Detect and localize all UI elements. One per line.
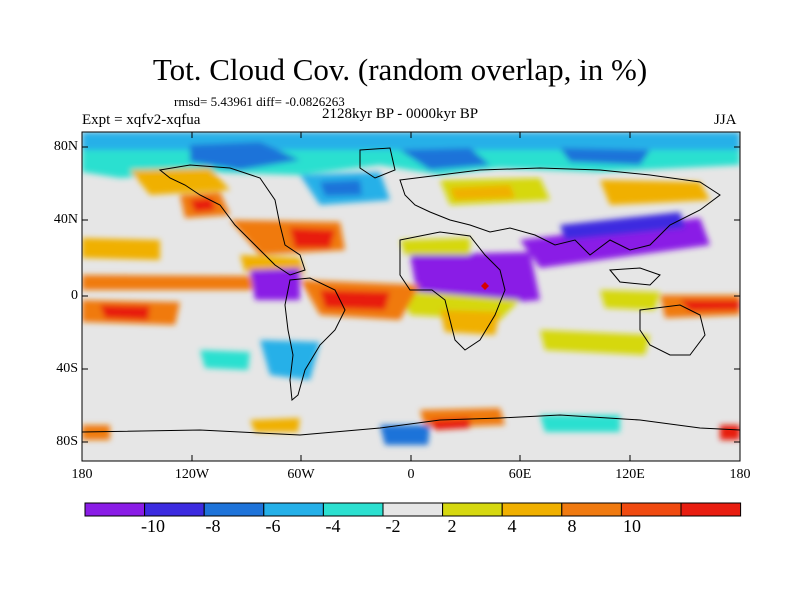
colorbar-label: 8: [567, 516, 577, 536]
lon-label: 60W: [287, 467, 315, 482]
lat-label: 40N: [53, 212, 78, 227]
colorbar-swatch: [203, 502, 265, 517]
season-label: JJA: [714, 112, 737, 128]
lon-label: 0: [407, 467, 415, 482]
lon-label: 180: [71, 467, 93, 482]
colorbar-swatch: [561, 502, 622, 517]
colorbar-swatch: [680, 502, 742, 517]
lon-label: 180: [729, 467, 751, 482]
colorbar-swatch: [442, 502, 503, 517]
colorbar-label: 2: [447, 516, 457, 536]
isolated-markers: [481, 282, 489, 290]
anomaly-fields: [82, 132, 740, 445]
period-text: 2128kyr BP - 0000kyr BP: [322, 106, 479, 122]
colorbar-swatch: [501, 502, 563, 517]
lon-label: 120W: [174, 467, 210, 482]
colorbar-label: -2: [385, 516, 401, 536]
colorbar-label: -6: [265, 516, 281, 536]
coastlines: [82, 147, 740, 436]
colorbar-swatch: [144, 502, 205, 517]
lat-label: 80S: [56, 434, 78, 449]
experiment-label: Expt = xqfv2-xqfua: [82, 112, 201, 128]
colorbar-swatch: [263, 502, 324, 517]
colorbar-label: -4: [325, 516, 341, 536]
lon-label: 120E: [615, 467, 645, 482]
lon-label: 60E: [508, 467, 532, 482]
colorbar-swatch: [84, 502, 146, 517]
colorbar-swatch: [322, 502, 384, 517]
colorbar-label: -8: [205, 516, 221, 536]
lat-label: 0: [71, 288, 78, 303]
colorbar-swatch: [620, 502, 682, 517]
lat-label: 80N: [53, 139, 78, 154]
lat-label: 40S: [56, 361, 78, 376]
stats-text: rmsd= 5.43961 diff= -0.0826263: [174, 94, 345, 109]
colorbar-label: 10: [623, 516, 641, 536]
colorbar-swatch: [382, 502, 444, 517]
map-title: Tot. Cloud Cov. (random overlap, in %): [152, 52, 648, 87]
axis-ticks: [82, 132, 740, 461]
colorbar-label: 4: [507, 516, 517, 536]
colorbar-label: -10: [141, 516, 165, 536]
